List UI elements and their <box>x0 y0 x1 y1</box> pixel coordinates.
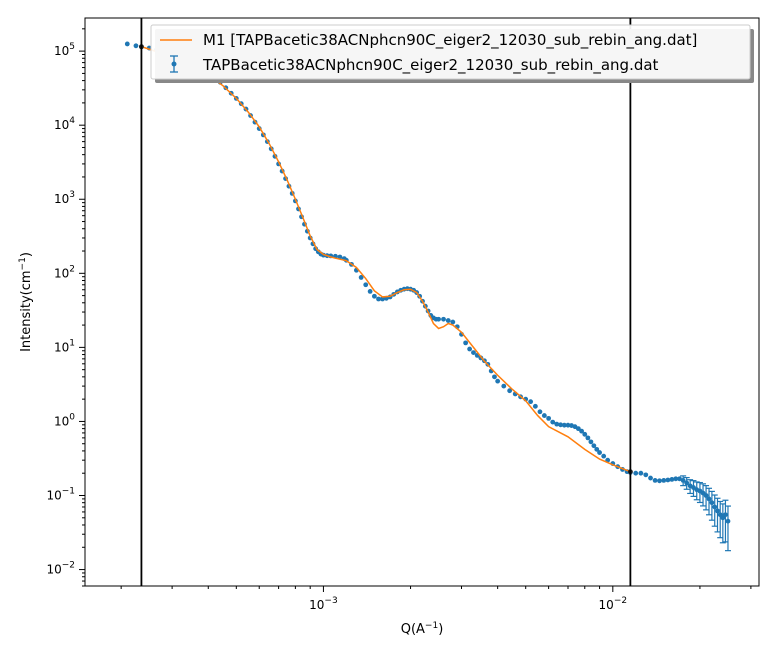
data-point <box>450 319 456 325</box>
y-tick-label: 10−2 <box>46 561 75 577</box>
plot-frame <box>84 17 760 587</box>
data-point <box>703 485 710 511</box>
data-point <box>673 476 679 482</box>
data-point <box>690 480 697 497</box>
data-point <box>648 475 653 481</box>
data-point <box>133 43 139 49</box>
y-tick-label: 101 <box>54 338 75 354</box>
data-point <box>585 435 591 441</box>
data-point <box>665 477 671 483</box>
data-point <box>711 494 718 527</box>
data-point <box>376 296 381 302</box>
y-axis-label: Intensity(cm−1) <box>18 252 34 352</box>
data-point <box>371 293 377 299</box>
y-tick-label: 104 <box>54 116 75 132</box>
data-point <box>680 475 687 487</box>
legend-box <box>150 24 751 80</box>
y-tick-label: 105 <box>54 42 75 58</box>
data-point <box>367 288 373 294</box>
data-point <box>445 318 451 323</box>
data-point <box>652 477 658 483</box>
data-point <box>714 497 721 533</box>
y-tick-label: 102 <box>54 264 75 280</box>
data-point <box>588 439 594 445</box>
data-point <box>643 472 649 478</box>
data-point <box>495 378 501 384</box>
data-point <box>380 296 385 302</box>
data-point <box>507 388 513 394</box>
data-point <box>591 443 597 449</box>
data-point <box>467 346 473 352</box>
data-point <box>363 282 369 288</box>
y-tick-label: 10−1 <box>46 487 75 503</box>
data-point <box>492 374 497 380</box>
data-point <box>597 450 602 455</box>
data-point <box>463 340 469 346</box>
data-point <box>546 415 552 421</box>
y-tick-label: 100 <box>54 412 75 428</box>
data-point <box>683 476 690 490</box>
data-point <box>561 422 567 428</box>
y-tick-label: 103 <box>54 190 75 206</box>
data-point <box>594 446 600 452</box>
data-point <box>579 428 584 434</box>
data-point <box>722 499 729 543</box>
data-point <box>601 453 607 459</box>
data-point <box>677 476 682 482</box>
data-point <box>471 350 476 356</box>
x-axis-label: Q(A−1) <box>401 621 444 637</box>
data-point <box>532 403 538 409</box>
data-point <box>638 470 644 476</box>
legend-entry-data: TAPBacetic38ACNphcn90C_eiger2_12030_sub_… <box>202 56 659 75</box>
data-point <box>541 413 547 418</box>
data-point <box>124 41 130 47</box>
data-point <box>582 431 588 437</box>
legend-entry-fit: M1 [TAPBacetic38ACNphcn90C_eiger2_12030_… <box>203 31 697 50</box>
data-point <box>565 422 571 428</box>
data-point <box>575 426 581 432</box>
data-point <box>708 490 715 521</box>
data-point <box>700 483 707 507</box>
data-point <box>554 421 560 427</box>
data-point <box>661 477 667 483</box>
legend-marker <box>171 61 177 67</box>
data-point <box>550 419 556 425</box>
data-point <box>724 505 731 552</box>
data-point <box>537 409 543 415</box>
data-point <box>436 316 441 322</box>
data-point <box>358 275 364 280</box>
data-point <box>501 383 507 389</box>
x-tick-label: 10−2 <box>599 596 628 612</box>
legend: M1 [TAPBacetic38ACNphcn90C_eiger2_12030_… <box>150 24 754 83</box>
x-tick-label: 10−3 <box>309 596 338 612</box>
data-point <box>693 481 700 501</box>
data-point <box>657 478 662 484</box>
data-point <box>669 476 675 482</box>
data-point <box>558 422 563 428</box>
data-point <box>528 399 534 405</box>
fit-line <box>141 45 631 473</box>
data-point <box>441 316 446 322</box>
data-point <box>706 487 713 516</box>
data-point <box>633 470 639 476</box>
